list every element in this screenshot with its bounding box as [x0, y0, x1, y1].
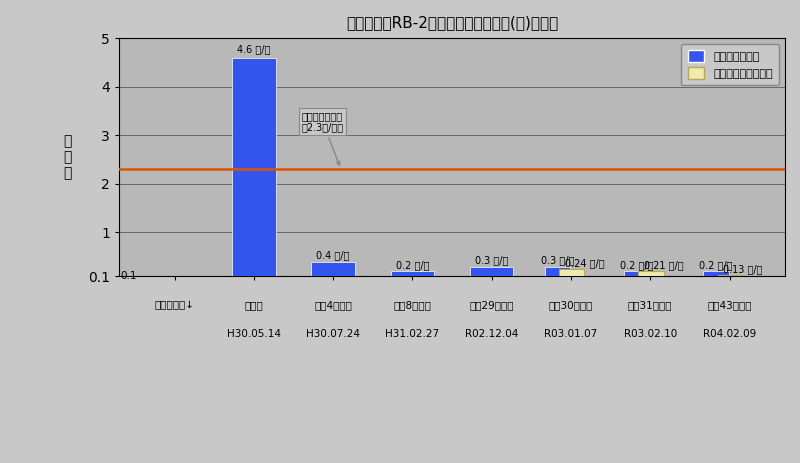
Text: 設置43ヶ月後: 設置43ヶ月後 [707, 300, 752, 310]
Text: 設置前: 設置前 [245, 300, 263, 310]
Bar [545, 267, 570, 276]
Text: 設置8ヶ月後: 設置8ヶ月後 [394, 300, 431, 310]
Text: 0.2 ㎎/㍑: 0.2 ㎎/㍑ [699, 260, 733, 270]
Text: R03.02.10: R03.02.10 [624, 329, 677, 338]
Text: 0.24 ㎎/㍑: 0.24 ㎎/㍑ [565, 258, 604, 269]
Legend: 全　　鉄　　値, 鉄及びその化合物値: 全 鉄 値, 鉄及びその化合物値 [681, 44, 779, 86]
Text: 設置4週間後: 設置4週間後 [314, 300, 352, 310]
Bar [311, 262, 355, 276]
Text: 0.13 ㎎/㍑: 0.13 ㎎/㍑ [723, 264, 762, 274]
Text: R04.02.09: R04.02.09 [703, 329, 756, 338]
Text: 0.3 ㎎/㍑: 0.3 ㎎/㍑ [541, 255, 574, 265]
Text: 0.4 ㎎/㍑: 0.4 ㎎/㍑ [317, 250, 350, 260]
Text: 0.2 ㎎/㍑: 0.2 ㎎/㍑ [620, 260, 654, 270]
Text: 4.6 ㎎/㍑: 4.6 ㎎/㍑ [237, 44, 270, 55]
Text: 設置31ヶ月後: 設置31ヶ月後 [628, 300, 673, 310]
Bar [232, 57, 276, 276]
Title: 地下機械室RB-2冷温水発生機二次側(往)ドレン: 地下機械室RB-2冷温水発生機二次側(往)ドレン [346, 15, 558, 30]
Bar [470, 267, 514, 276]
Bar [638, 271, 664, 276]
Text: 設置30ヶ月後: 設置30ヶ月後 [549, 300, 593, 310]
Text: H30.07.24: H30.07.24 [306, 329, 360, 338]
Text: H30.05.14: H30.05.14 [227, 329, 281, 338]
Text: 0.2 ㎎/㍑: 0.2 ㎎/㍑ [396, 260, 429, 270]
Text: 効果判定目標値
（2.3㎎/㍑）: 効果判定目標値 （2.3㎎/㍑） [302, 111, 343, 165]
Text: 0.3 ㎎/㍑: 0.3 ㎎/㍑ [475, 255, 508, 265]
Text: R03.01.07: R03.01.07 [544, 329, 598, 338]
Bar [624, 271, 650, 276]
Text: 0.21 ㎎/㍑: 0.21 ㎎/㍑ [644, 260, 683, 270]
Bar [390, 271, 434, 276]
Text: 0.1: 0.1 [121, 271, 137, 281]
Text: R02.12.04: R02.12.04 [465, 329, 518, 338]
Y-axis label: 全
鉄
値: 全 鉄 値 [63, 134, 71, 181]
Text: 定量限界値↓: 定量限界値↓ [154, 300, 194, 310]
Bar [718, 275, 743, 276]
Bar [703, 271, 729, 276]
Text: H31.02.27: H31.02.27 [386, 329, 439, 338]
Text: 設置29ヶ月後: 設置29ヶ月後 [470, 300, 514, 310]
Bar [559, 269, 585, 276]
